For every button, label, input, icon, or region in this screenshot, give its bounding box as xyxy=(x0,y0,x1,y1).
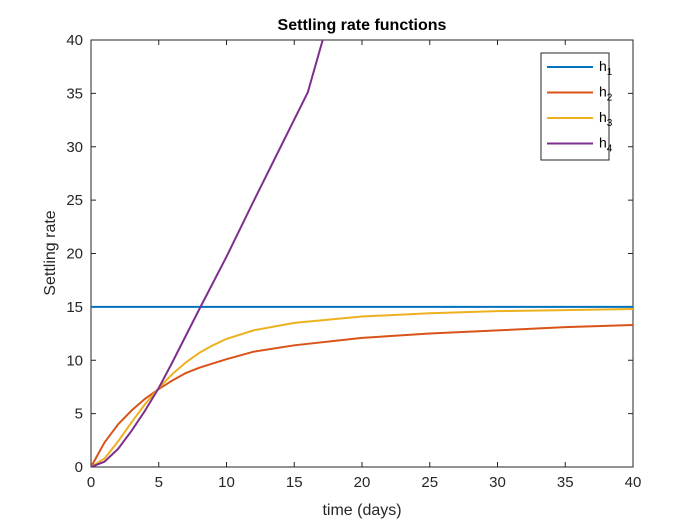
legend-label-subscript: 2 xyxy=(607,93,613,104)
legend-label-base: h xyxy=(599,58,607,74)
series-line-h2 xyxy=(91,324,633,467)
y-tick-label: 25 xyxy=(66,192,83,209)
y-tick-label: 35 xyxy=(66,85,83,102)
x-tick-label: 0 xyxy=(87,474,95,491)
legend-label-h2: h2 xyxy=(599,84,613,104)
legend-label-base: h xyxy=(599,135,607,151)
y-tick-label: 15 xyxy=(66,299,83,316)
legend-box xyxy=(540,52,610,161)
y-tick-label: 10 xyxy=(66,352,83,369)
series-group xyxy=(91,40,633,467)
y-axis-label: Settling rate xyxy=(42,210,59,295)
x-tick-label: 10 xyxy=(218,474,235,491)
y-tick-label: 0 xyxy=(75,459,83,476)
y-tick-label: 5 xyxy=(75,406,83,423)
legend-label-h3: h3 xyxy=(599,109,613,129)
x-tick-label: 15 xyxy=(286,474,303,491)
x-tick-label: 35 xyxy=(557,474,574,491)
y-tick-label: 40 xyxy=(66,32,83,49)
x-tick-label: 40 xyxy=(625,474,642,491)
series-line-h3 xyxy=(91,308,633,467)
chart-title: Settling rate functions xyxy=(278,17,447,34)
legend-label-subscript: 1 xyxy=(607,67,613,78)
legend-label-subscript: 3 xyxy=(607,118,613,129)
legend-label-h1: h1 xyxy=(599,58,613,78)
x-tick-label: 20 xyxy=(354,474,371,491)
legend-label-h4: h4 xyxy=(599,135,613,155)
legend-label-base: h xyxy=(599,109,607,125)
legend-label-base: h xyxy=(599,84,607,100)
x-tick-label: 5 xyxy=(155,474,163,491)
x-tick-label: 30 xyxy=(489,474,506,491)
x-axis-label: time (days) xyxy=(322,502,401,519)
y-tick-label: 30 xyxy=(66,139,83,156)
y-tick-label: 20 xyxy=(66,246,83,263)
series-line-h4 xyxy=(91,40,324,467)
legend-label-subscript: 4 xyxy=(607,144,613,155)
x-tick-label: 25 xyxy=(421,474,438,491)
